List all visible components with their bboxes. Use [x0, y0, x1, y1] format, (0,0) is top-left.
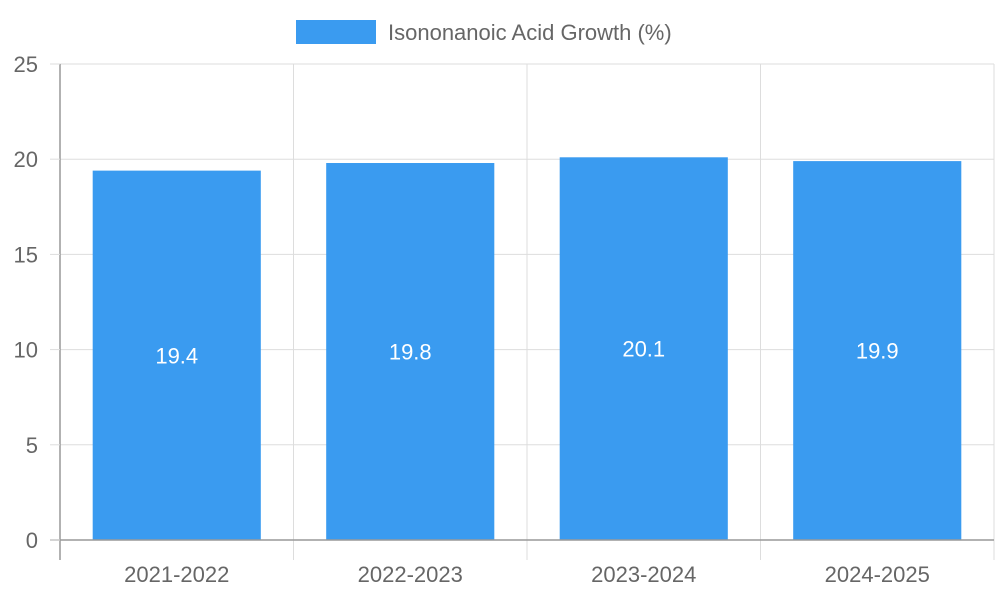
y-tick-label: 20 [14, 147, 38, 172]
x-tick-label: 2022-2023 [358, 562, 463, 587]
y-tick-label: 25 [14, 52, 38, 77]
data-label: 19.8 [389, 340, 432, 365]
legend[interactable]: Isononanoic Acid Growth (%) [296, 20, 672, 45]
bar[interactable] [92, 170, 261, 540]
y-tick-label: 15 [14, 242, 38, 267]
y-axis-ticks: 0 5 10 15 20 25 [14, 52, 38, 553]
bar[interactable] [326, 163, 495, 540]
x-tick-label: 2024-2025 [825, 562, 930, 587]
y-tick-label: 10 [14, 338, 38, 363]
data-labels: 19.4 19.8 20.1 19.9 [155, 337, 898, 369]
x-tick-label: 2021-2022 [124, 562, 229, 587]
legend-label: Isononanoic Acid Growth (%) [388, 20, 672, 45]
legend-swatch [296, 20, 376, 44]
y-tick-label: 0 [26, 528, 38, 553]
data-label: 19.9 [856, 339, 899, 364]
x-axis-ticks: 2021-2022 2022-2023 2023-2024 2024-2025 [124, 562, 930, 587]
bar[interactable] [793, 161, 962, 540]
x-tick-label: 2023-2024 [591, 562, 696, 587]
bars [92, 157, 962, 540]
data-label: 19.4 [155, 343, 198, 368]
axes [50, 63, 994, 560]
data-label: 20.1 [622, 337, 665, 362]
bar[interactable] [559, 157, 728, 540]
y-tick-label: 5 [26, 433, 38, 458]
